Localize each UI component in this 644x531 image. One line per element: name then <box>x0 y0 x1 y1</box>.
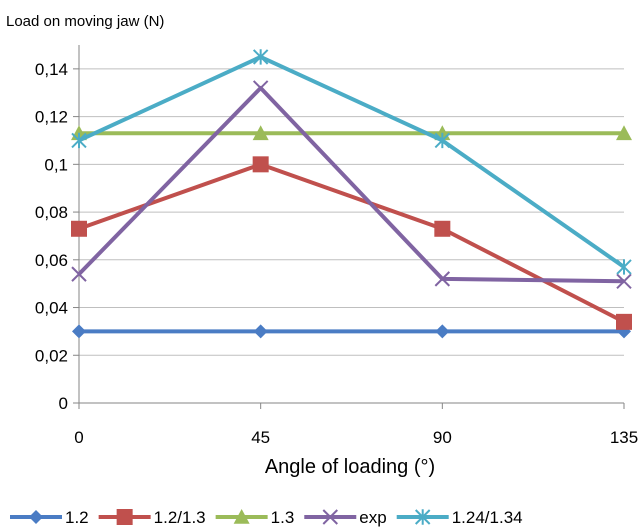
data-point <box>29 510 43 524</box>
legend-item: 1.2 <box>10 508 89 527</box>
gridlines <box>79 68 624 356</box>
data-point <box>616 313 632 330</box>
axes <box>73 45 625 409</box>
x-axis-title: Angle of loading (°) <box>265 456 435 478</box>
data-point <box>71 220 87 237</box>
data-point <box>71 266 87 282</box>
y-tick-label: 0,12 <box>35 108 68 127</box>
data-point <box>414 509 431 525</box>
x-tick-label: 135 <box>610 428 638 447</box>
legend-label: 1.2/1.3 <box>154 508 206 527</box>
data-point <box>252 80 269 96</box>
y-tick-label: 0,06 <box>35 251 68 270</box>
series-line <box>77 85 625 284</box>
data-point <box>616 273 632 289</box>
y-tick-label: 0,02 <box>35 346 68 365</box>
legend-label: 1.24/1.34 <box>452 508 523 527</box>
y-tick-label: 0 <box>59 394 68 413</box>
legend-item: 1.3 <box>215 508 295 527</box>
data-point <box>616 259 632 275</box>
data-point <box>72 324 86 339</box>
y-tick-label: 0,14 <box>35 60 68 79</box>
y-tick-label: 0,1 <box>44 155 68 174</box>
data-point <box>434 271 451 287</box>
data-point <box>253 324 268 339</box>
x-tick-label: 0 <box>74 428 83 447</box>
legend-label: 1.3 <box>271 508 295 527</box>
data-point <box>616 125 632 141</box>
series-line <box>78 54 626 269</box>
data-point <box>252 156 269 173</box>
series-line <box>78 162 625 324</box>
series-1.24/1.34 <box>71 49 632 275</box>
y-tick-label: 0,04 <box>35 299 68 318</box>
series-1.2 <box>72 324 631 339</box>
legend-label: 1.2 <box>65 508 89 527</box>
y-tick-label: 0,08 <box>35 203 68 222</box>
data-point <box>252 49 269 65</box>
data-point <box>116 509 133 525</box>
y-axis-title: Load on moving jaw (N) <box>6 13 164 30</box>
series-exp <box>71 80 632 289</box>
x-tick-label: 90 <box>433 428 452 447</box>
legend-item: 1.2/1.3 <box>98 508 206 527</box>
legend-item: 1.24/1.34 <box>396 508 523 527</box>
y-tick-labels: 0 0,02 0,04 0,06 0,08 0,1 0,12 0,14 <box>35 60 68 413</box>
data-point <box>71 132 87 149</box>
legend: 1.2 1.2/1.3 1.3 exp 1.24/1.34 <box>10 508 523 527</box>
data-point <box>435 324 450 339</box>
data-point <box>233 509 250 524</box>
data-point <box>434 220 451 237</box>
legend-item: exp <box>304 508 387 527</box>
series-1.3 <box>71 125 632 141</box>
legend-label: exp <box>359 508 386 527</box>
data-point <box>322 509 338 525</box>
series-lines <box>71 49 632 339</box>
data-point <box>434 132 451 149</box>
x-tick-labels: 0 45 90 135 <box>74 428 638 447</box>
x-tick-label: 45 <box>251 428 270 447</box>
data-point <box>252 125 269 141</box>
series-1.2/1.3 <box>71 156 632 330</box>
